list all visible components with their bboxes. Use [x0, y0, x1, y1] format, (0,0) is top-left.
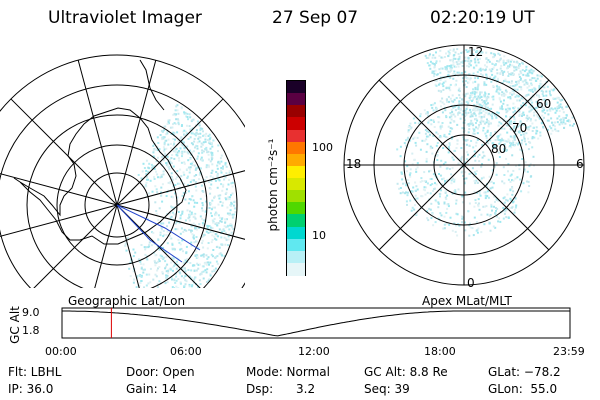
antarctica-coastline: [19, 107, 187, 245]
timeline-xtick-0000: 00:00: [45, 345, 77, 358]
colorbar-segment: [287, 190, 305, 203]
geo-outer-circle: [0, 54, 245, 288]
colorbar-segment: [287, 214, 305, 227]
colorbar-tick-100: 100: [312, 141, 333, 154]
status-glon: GLon: 55.0: [488, 382, 558, 396]
geo-aurora-emission: [124, 104, 237, 288]
colorbar-segment: [287, 117, 305, 130]
gc-altitude-curve: [62, 310, 570, 337]
mlt-label-0: 0: [467, 276, 475, 290]
status-dsp: Dsp: 3.2: [246, 382, 316, 396]
date-label: 27 Sep 07: [272, 8, 359, 28]
colorbar-segment: [287, 262, 305, 276]
apex-panel-label: Apex MLat/MLT: [422, 294, 512, 308]
timeline-xtick-1200: 12:00: [298, 345, 330, 358]
mlt-label-12: 12: [468, 45, 484, 59]
colorbar-segment: [287, 93, 305, 106]
geo-panel-label: Geographic Lat/Lon: [68, 294, 186, 308]
colorbar-segment: [287, 81, 305, 94]
status-ip: IP: 36.0: [8, 382, 54, 396]
colorbar-segment: [287, 129, 305, 143]
mlt-label-6: 6: [576, 157, 584, 171]
status-glat: GLat: −78.2: [488, 365, 561, 379]
colorbar-segment: [287, 141, 305, 155]
status-gain: Gain: 14: [126, 382, 177, 396]
colorbar-segment: [287, 105, 305, 118]
colorbar-segment: [287, 165, 305, 179]
colorbar-segment: [287, 153, 305, 167]
colorbar-tick-10: 10: [312, 229, 326, 242]
colorbar-segment: [287, 226, 305, 240]
status-filter: Flt: LBHL: [8, 365, 62, 379]
timeline-xtick-2359: 23:59: [553, 345, 585, 358]
mlt-label-18: 18: [346, 157, 362, 171]
geo-meridians: [0, 59, 245, 288]
colorbar-segment: [287, 178, 305, 191]
status-seq: Seq: 39: [364, 382, 410, 396]
apex-aurora-emission: [396, 48, 575, 237]
mlat-label-80: 80: [491, 142, 507, 156]
colorbar-segment: [287, 238, 305, 252]
status-mode: Mode: Normal: [246, 365, 330, 379]
intensity-colorbar: [286, 80, 306, 276]
status-gc-alt: GC Alt: 8.8 Re: [364, 365, 448, 379]
status-door: Door: Open: [126, 365, 195, 379]
timeline-xtick-0600: 06:00: [170, 345, 202, 358]
timeline-frame: [61, 307, 571, 339]
time-label: 02:20:19 UT: [430, 8, 535, 28]
mlat-label-60: 60: [536, 97, 552, 111]
timeline-ytick-9: 9.0: [22, 306, 40, 319]
colorbar-segment: [287, 250, 305, 264]
colorbar-segment: [287, 202, 305, 215]
timeline-xtick-1800: 18:00: [424, 345, 456, 358]
timeline-ytick-1.8: 1.8: [22, 324, 40, 337]
mlat-label-70: 70: [512, 121, 528, 135]
instrument-title: Ultraviolet Imager: [48, 8, 202, 28]
